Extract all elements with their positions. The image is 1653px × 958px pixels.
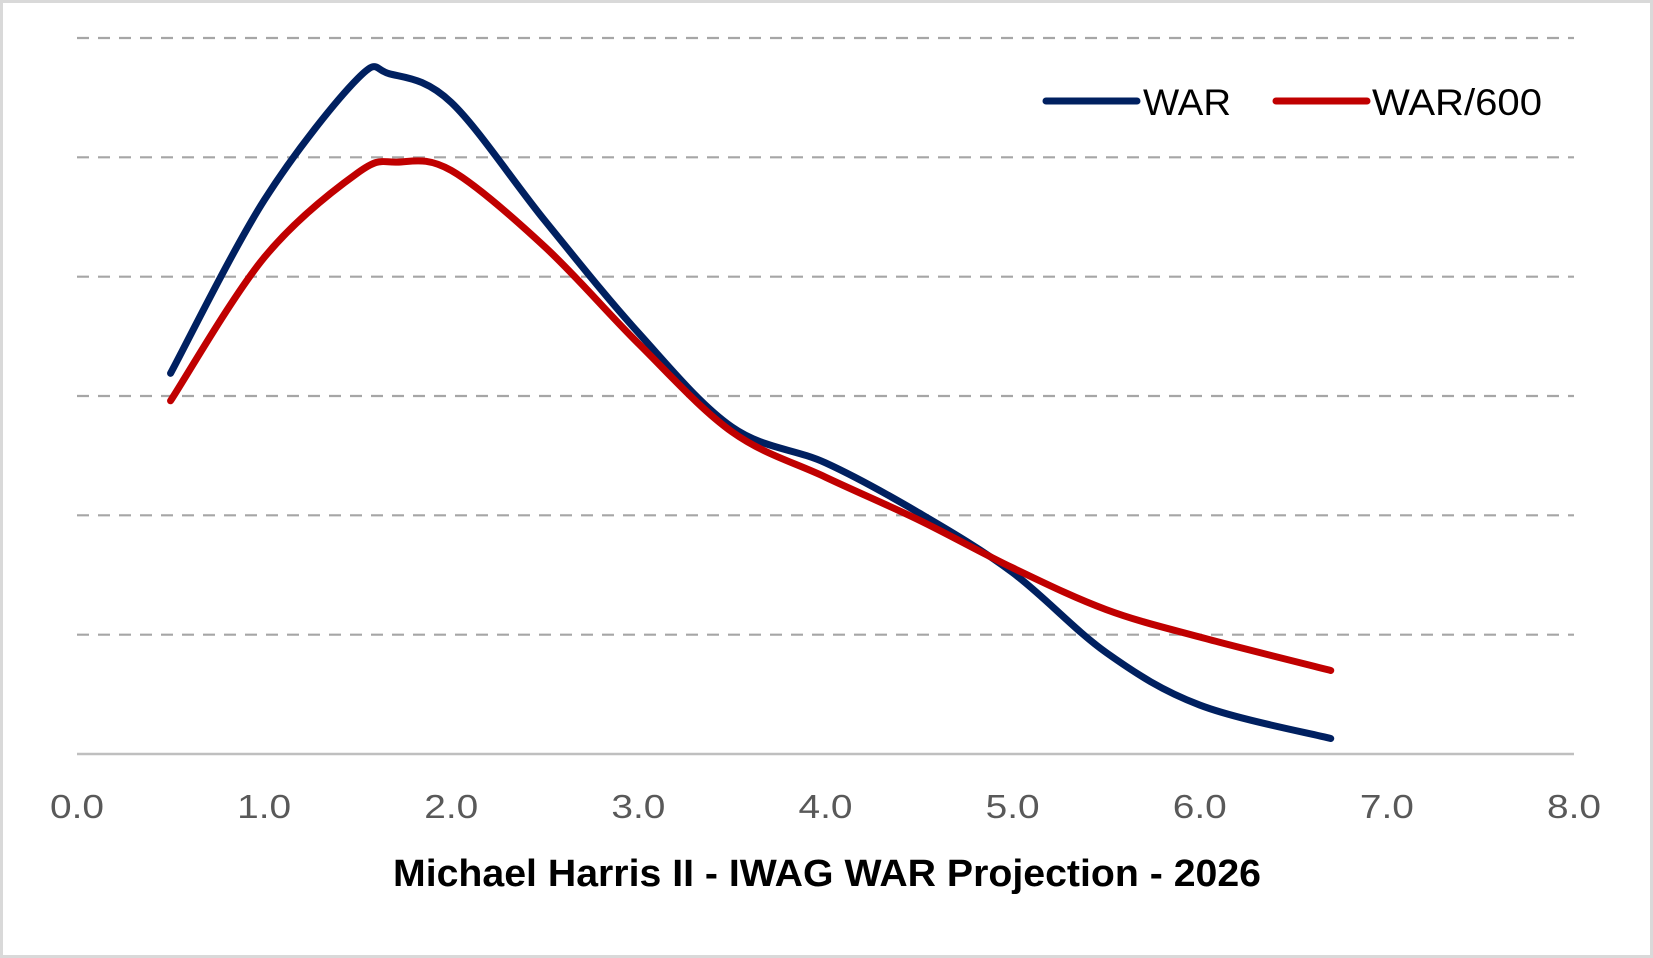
x-tick-label: 2.0 [424,788,478,825]
legend-label-war: WAR [1143,82,1231,123]
x-tick-label: 8.0 [1547,788,1601,825]
data-point [916,517,922,523]
x-tick-label: 6.0 [1173,788,1227,825]
data-point [916,510,922,516]
data-point [542,244,548,250]
series-line-war-600 [167,157,1335,674]
data-point [448,167,454,173]
data-point [635,330,641,336]
x-tick-label: 3.0 [611,788,665,825]
x-tick-label: 7.0 [1360,788,1414,825]
data-point [823,474,829,480]
x-tick-label: 1.0 [237,788,291,825]
data-point [635,340,641,346]
data-point [168,370,174,376]
data-point [386,71,392,77]
data-point [394,159,400,165]
data-point [1103,650,1109,656]
data-point [729,429,735,435]
data-point [1197,634,1203,640]
gridlines [77,36,1574,636]
data-point [1010,565,1016,571]
data-point [823,460,829,466]
data-point [542,218,548,224]
x-tick-labels: 0.0 1.0 2.0 3.0 4.0 5.0 6.0 7.0 8.0 [50,788,1601,825]
data-point [1328,735,1334,741]
data-point [355,76,361,82]
data-point [1197,702,1203,708]
data-point [1103,607,1109,613]
data-point [355,170,361,176]
data-point [261,255,267,261]
chart-title: Michael Harris II - IWAG WAR Projection … [393,853,1261,895]
data-point [261,197,267,203]
data-point [1328,667,1334,673]
series-line-war [167,63,1335,742]
x-tick-label: 5.0 [986,788,1040,825]
legend-label-war-600: WAR/600 [1372,82,1542,123]
legend: WAR WAR/600 [1042,82,1542,123]
series-lines [167,63,1335,742]
data-point [168,398,174,404]
data-point [448,99,454,105]
x-tick-label: 0.0 [50,788,104,825]
x-tick-label: 4.0 [799,788,853,825]
